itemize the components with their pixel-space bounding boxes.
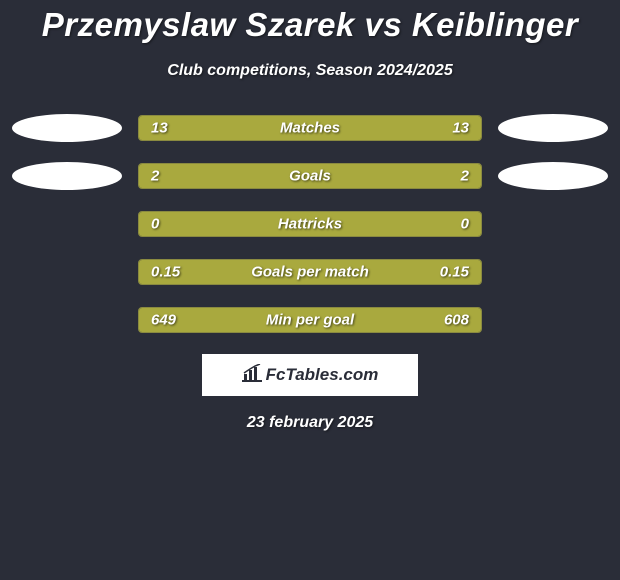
stat-value-right: 13 [452, 120, 469, 137]
stat-value-right: 0 [461, 216, 469, 233]
stat-bar: 13 13 Matches [138, 115, 482, 141]
spacer-right [498, 210, 608, 238]
player-badge-left [12, 114, 122, 142]
stat-label: Matches [280, 120, 340, 137]
spacer-left [12, 306, 122, 334]
logo-box: FcTables.com [202, 354, 418, 396]
stat-label: Hattricks [278, 216, 342, 233]
subtitle: Club competitions, Season 2024/2025 [0, 62, 620, 80]
stat-label: Goals [289, 168, 331, 185]
stat-value-left: 13 [151, 120, 168, 137]
stat-label: Goals per match [251, 264, 369, 281]
bar-chart-icon [242, 364, 262, 387]
player-badge-right [498, 162, 608, 190]
stat-value-left: 0 [151, 216, 159, 233]
stat-value-left: 0.15 [151, 264, 180, 281]
stat-row: 2 2 Goals [0, 162, 620, 190]
bar-fill-left [139, 164, 310, 188]
player-badge-left [12, 162, 122, 190]
stat-row: 649 608 Min per goal [0, 306, 620, 334]
spacer-right [498, 258, 608, 286]
stat-value-left: 2 [151, 168, 159, 185]
stat-value-right: 0.15 [440, 264, 469, 281]
stat-value-right: 608 [444, 312, 469, 329]
stat-bar: 649 608 Min per goal [138, 307, 482, 333]
stat-label: Min per goal [266, 312, 354, 329]
stat-value-left: 649 [151, 312, 176, 329]
stat-value-right: 2 [461, 168, 469, 185]
spacer-left [12, 258, 122, 286]
date-text: 23 february 2025 [0, 414, 620, 432]
stat-row: 13 13 Matches [0, 114, 620, 142]
bar-fill-right [310, 164, 481, 188]
stat-row: 0 0 Hattricks [0, 210, 620, 238]
stat-bar: 0 0 Hattricks [138, 211, 482, 237]
stats-rows: 13 13 Matches 2 2 Goals 0 0 Hattricks 0.15 0.15 Goa… [0, 114, 620, 334]
spacer-left [12, 210, 122, 238]
spacer-right [498, 306, 608, 334]
stat-bar: 0.15 0.15 Goals per match [138, 259, 482, 285]
stat-bar: 2 2 Goals [138, 163, 482, 189]
stat-row: 0.15 0.15 Goals per match [0, 258, 620, 286]
page-title: Przemyslaw Szarek vs Keiblinger [0, 0, 620, 44]
logo-text: FcTables.com [266, 365, 379, 385]
player-badge-right [498, 114, 608, 142]
